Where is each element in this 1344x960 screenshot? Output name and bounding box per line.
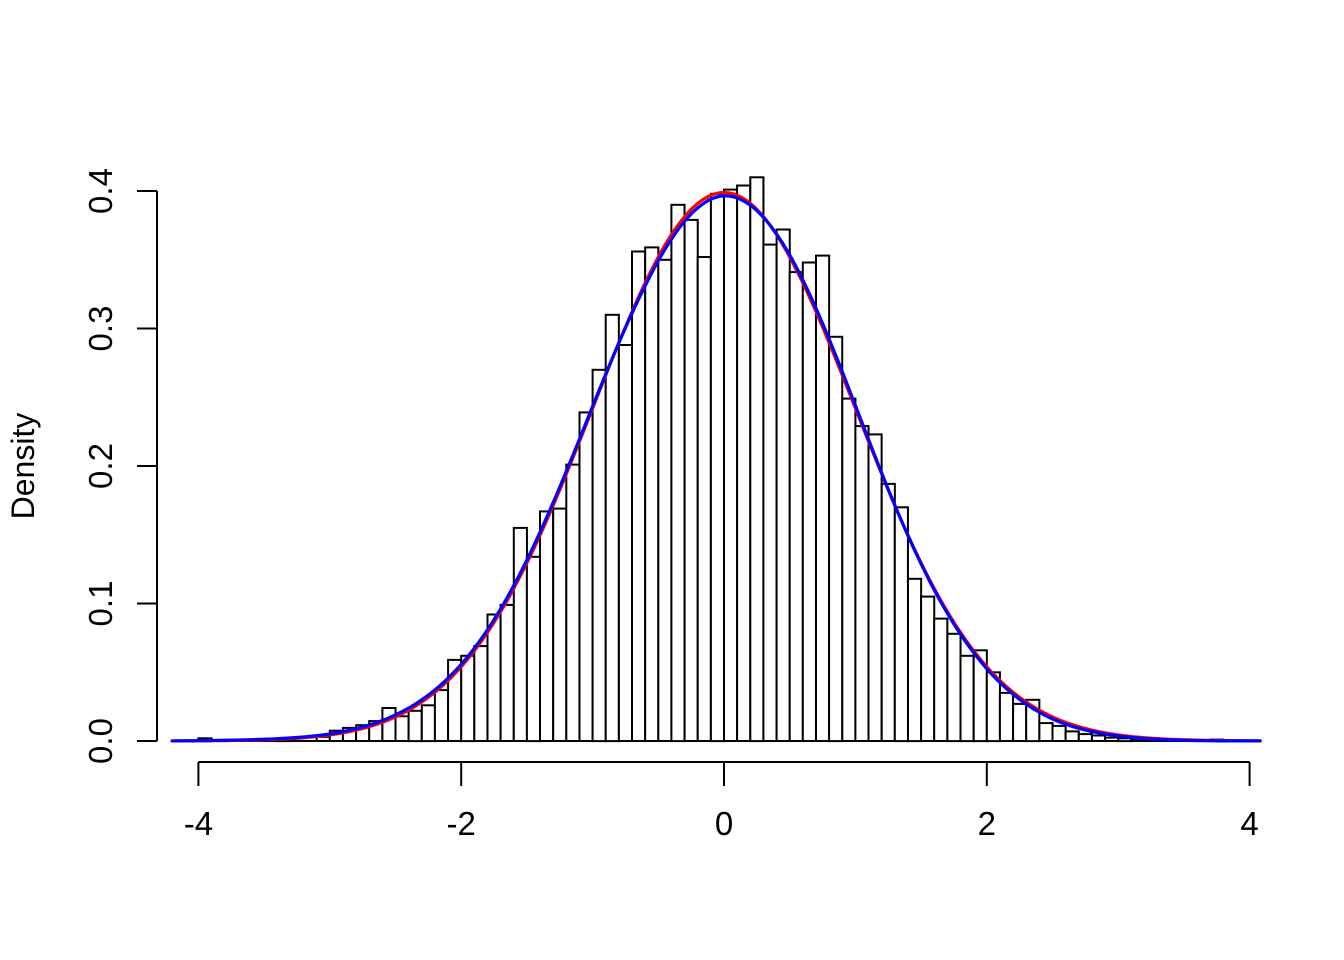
kde-curve bbox=[170, 194, 1262, 743]
density-curves bbox=[170, 190, 1262, 743]
y-axis-title: Density bbox=[5, 413, 41, 520]
histogram-bar bbox=[683, 218, 699, 742]
x-tick-label: 2 bbox=[978, 805, 996, 842]
axes: 0.0 0.1 0.2 0.3 0.4 -4 -2 0 2 4 bbox=[82, 168, 1259, 842]
histogram-bar bbox=[552, 507, 568, 742]
histogram-bar bbox=[880, 482, 896, 742]
histogram-bar bbox=[617, 344, 634, 742]
histogram-bar bbox=[486, 613, 502, 742]
histogram-bar bbox=[460, 654, 476, 743]
histogram-bar bbox=[407, 709, 423, 743]
histogram-bar bbox=[565, 463, 581, 742]
histogram-bar bbox=[841, 397, 857, 742]
histogram-bar bbox=[473, 645, 489, 742]
histogram-bar bbox=[1104, 736, 1120, 742]
histogram-bar bbox=[920, 595, 936, 742]
histogram-bar bbox=[736, 184, 752, 742]
y-tick-label: 0.2 bbox=[82, 443, 119, 489]
histogram-bar bbox=[670, 203, 686, 743]
histogram-bar bbox=[946, 632, 962, 743]
histogram-bar bbox=[1038, 722, 1054, 742]
histogram-bar bbox=[696, 256, 712, 742]
histogram-bar bbox=[933, 617, 949, 742]
x-tick-label: 4 bbox=[1240, 805, 1258, 842]
histogram-bar bbox=[591, 368, 607, 743]
histogram-bar bbox=[578, 411, 594, 742]
histogram-bar bbox=[709, 192, 726, 743]
histogram-bar bbox=[1051, 724, 1067, 743]
histogram-bar bbox=[723, 188, 739, 743]
histogram-bar bbox=[381, 707, 397, 742]
histogram-bar bbox=[959, 654, 975, 743]
histogram-bar bbox=[1064, 730, 1080, 743]
histogram-bar bbox=[499, 603, 515, 743]
histogram-bar bbox=[1012, 702, 1028, 743]
y-tick-label: 0.0 bbox=[82, 718, 119, 764]
histogram-bar bbox=[788, 271, 804, 742]
histogram-bar bbox=[867, 433, 883, 742]
histogram-bar bbox=[893, 506, 909, 743]
histogram-bars bbox=[197, 176, 1225, 743]
histogram-bar bbox=[657, 258, 673, 742]
histogram-bar bbox=[854, 425, 870, 742]
histogram-bar bbox=[749, 176, 765, 743]
x-tick-label: -2 bbox=[447, 805, 476, 842]
histogram-bar bbox=[998, 691, 1015, 743]
histogram-bar bbox=[828, 335, 844, 743]
histogram-bar bbox=[512, 526, 528, 743]
histogram-bar bbox=[539, 510, 555, 742]
x-tick-label: 0 bbox=[715, 805, 733, 842]
histogram-bar bbox=[762, 243, 778, 742]
histogram-bar bbox=[644, 246, 660, 742]
histogram-bar bbox=[604, 313, 620, 743]
y-tick-label: 0.3 bbox=[82, 306, 119, 352]
y-tick-label: 0.4 bbox=[82, 168, 119, 214]
histogram-bar bbox=[907, 577, 923, 743]
histogram-bar bbox=[420, 704, 436, 743]
y-tick-label: 0.1 bbox=[82, 581, 119, 627]
histogram-bar bbox=[433, 689, 450, 742]
histogram-bar bbox=[525, 555, 542, 743]
histogram-bar bbox=[801, 261, 817, 742]
histogram-bar bbox=[1090, 734, 1107, 742]
histogram-bar bbox=[775, 228, 791, 742]
histogram-bar bbox=[1077, 733, 1093, 742]
histogram-bar bbox=[394, 715, 410, 742]
histogram-bar bbox=[631, 250, 647, 742]
x-tick-label: -4 bbox=[184, 805, 213, 842]
